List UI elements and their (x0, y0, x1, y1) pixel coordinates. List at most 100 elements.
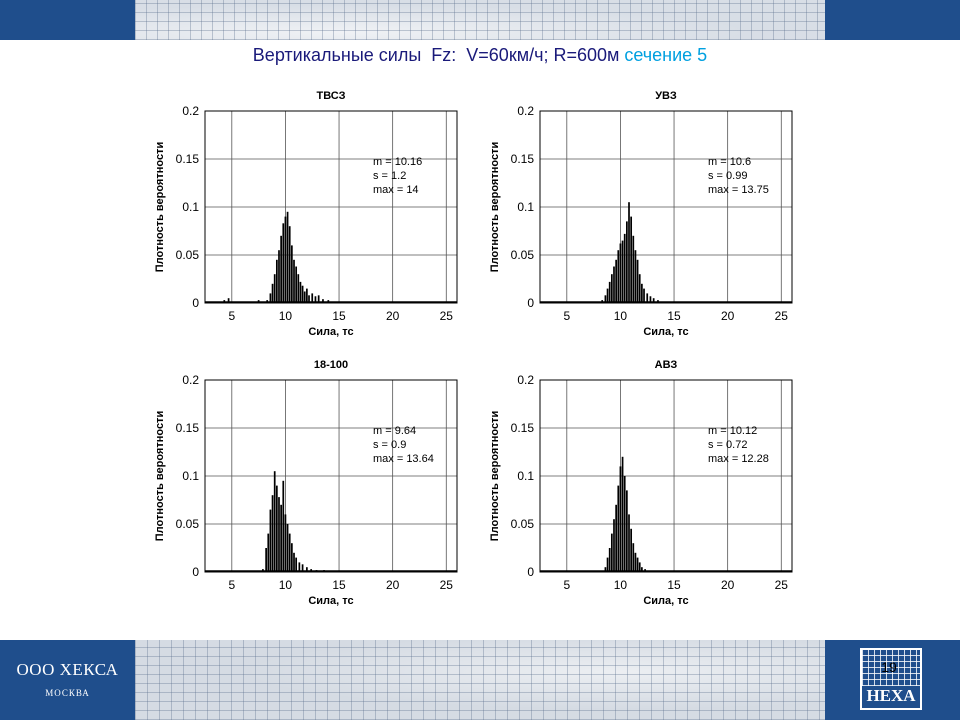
histogram-bar (606, 557, 609, 572)
histogram-bar (269, 509, 272, 572)
x-tick-label: 20 (721, 578, 735, 592)
x-axis-label: Сила, тс (308, 595, 353, 607)
histogram-bar (315, 570, 318, 572)
y-tick-label: 0.1 (182, 200, 199, 214)
stats-annotation: max = 13.64 (373, 453, 434, 465)
histogram-bar (643, 288, 645, 303)
histogram-bar (327, 300, 330, 303)
x-tick-label: 20 (721, 309, 735, 323)
histogram-bar (322, 299, 324, 303)
x-axis-label: Сила, тс (308, 326, 353, 338)
plot-frame (539, 110, 793, 304)
histogram-bar (657, 300, 659, 303)
y-tick-label: 0.1 (517, 469, 534, 483)
histogram-bar (619, 466, 622, 572)
histogram-bar (604, 567, 607, 572)
histogram-bar (630, 528, 633, 572)
histogram-bar (286, 524, 289, 572)
histogram-bar (617, 485, 620, 572)
histogram-bar (273, 471, 276, 572)
y-tick-label: 0 (527, 565, 534, 579)
slide-title: Вертикальные силы Fz: V=60км/ч; R=600м с… (0, 45, 960, 66)
histogram-bar (323, 570, 325, 572)
chart-title: 18-100 (314, 359, 348, 371)
plot-frame (204, 379, 458, 573)
histogram-bar (311, 293, 314, 303)
y-tick-label: 0.2 (182, 373, 199, 387)
histogram-bar (641, 283, 643, 303)
histogram-bar (223, 300, 226, 303)
histogram-bar (610, 274, 613, 303)
histogram-bar (275, 259, 278, 303)
histogram-bar (299, 281, 302, 303)
histogram-bar (293, 259, 295, 303)
charts-area: 5 10 15 20 25 0 0.05 0.1 0.15 0.2 ТВСЗ Сила, тс Плот… (154, 90, 793, 607)
y-axis-label: Плотность вероятности (154, 411, 166, 541)
histogram-bar (271, 495, 274, 572)
y-tick-label: 0.15 (176, 152, 200, 166)
y-axis-label: Плотность вероятности (489, 411, 501, 541)
plot-frame (539, 379, 793, 573)
histogram-bar (628, 202, 630, 303)
x-tick-label: 20 (386, 309, 400, 323)
chart-title: УВЗ (655, 90, 677, 102)
y-tick-label: 0 (192, 296, 199, 310)
histogram-bar (610, 533, 613, 572)
histogram-bar (617, 250, 620, 303)
histogram-bar (613, 266, 615, 303)
histogram-bar (601, 300, 604, 303)
x-tick-label: 10 (614, 309, 628, 323)
histogram-bar (619, 243, 622, 303)
histogram-bar (632, 543, 635, 572)
histogram-bar (269, 293, 272, 303)
histogram-bar (303, 291, 306, 303)
histogram-bar (608, 548, 611, 572)
y-tick-label: 0.15 (176, 421, 200, 435)
company-name: ООО ХЕКСА (16, 660, 119, 679)
chart-title: ТВСЗ (317, 90, 346, 102)
histogram-bar (310, 569, 313, 572)
histogram-bar (227, 298, 230, 303)
x-tick-label: 15 (667, 309, 681, 323)
histogram-bar (301, 285, 304, 303)
logo-text: HEXA (866, 686, 916, 705)
x-tick-label: 15 (667, 578, 681, 592)
y-axis-label: Плотность вероятности (154, 142, 166, 272)
x-tick-label: 5 (563, 578, 570, 592)
y-tick-label: 0 (192, 565, 199, 579)
histogram-bar (288, 226, 291, 303)
histogram-bar (275, 485, 278, 572)
histogram-bar (608, 281, 611, 303)
page-number: 19 (881, 659, 897, 675)
histogram-bar (282, 223, 285, 303)
histogram-bar (623, 233, 626, 303)
histogram-bar (257, 300, 260, 303)
stats-annotation: m = 10.12 (708, 425, 757, 437)
stats-annotation: max = 14 (373, 184, 419, 196)
histogram-bar (621, 240, 624, 303)
stats-annotation: m = 10.6 (708, 156, 751, 168)
histogram-bar (317, 295, 320, 303)
histogram-bar (271, 283, 274, 303)
histogram-bar (280, 235, 282, 303)
histogram-bar (295, 266, 298, 303)
histogram-bar (288, 533, 291, 572)
histogram-bar (280, 504, 282, 572)
stats-annotation: m = 10.16 (373, 156, 422, 168)
y-tick-label: 0.2 (182, 104, 199, 118)
histogram-bar (634, 552, 637, 572)
histogram-bar (636, 259, 639, 303)
histogram-bar (278, 250, 280, 303)
y-tick-label: 0.1 (182, 469, 199, 483)
x-axis-label: Сила, тс (643, 595, 688, 607)
histogram-bar (298, 562, 301, 572)
histogram-bar (291, 543, 293, 572)
top-banner (0, 0, 960, 40)
histogram-bar (634, 250, 637, 303)
bottom-banner: ООО ХЕКСА МОСКВА HEXA (0, 640, 960, 720)
histogram-bar (649, 296, 652, 303)
x-tick-label: 25 (440, 309, 454, 323)
y-tick-label: 0.05 (176, 248, 200, 262)
x-tick-label: 10 (279, 309, 293, 323)
histogram-bar (606, 288, 609, 303)
